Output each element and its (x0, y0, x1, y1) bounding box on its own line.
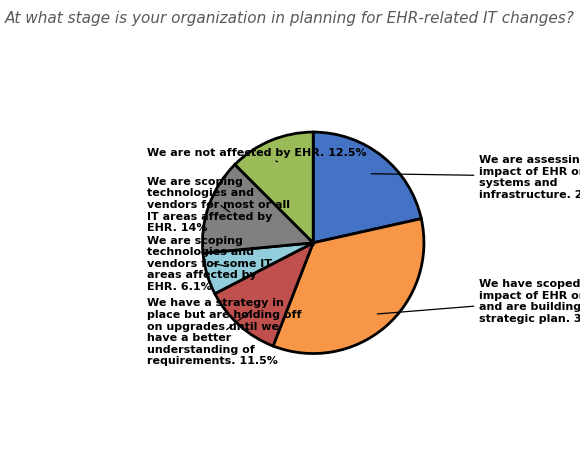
Text: We are scoping
technologies and
vendors for most or all
IT areas affected by
EHR: We are scoping technologies and vendors … (147, 176, 290, 233)
Wedge shape (273, 219, 424, 354)
Text: We are scoping
technologies and
vendors for some IT
areas affected by
EHR. 6.1%: We are scoping technologies and vendors … (147, 235, 272, 291)
Wedge shape (215, 243, 313, 346)
Wedge shape (203, 243, 313, 294)
Wedge shape (235, 133, 313, 243)
Text: We are not affected by EHR. 12.5%: We are not affected by EHR. 12.5% (147, 148, 367, 162)
Wedge shape (313, 133, 421, 243)
Wedge shape (202, 165, 313, 254)
Text: We have a strategy in
place but are holding off
on upgrades until we
have a bett: We have a strategy in place but are hold… (147, 298, 302, 365)
Text: We are assessing the
impact of EHR on IT
systems and
infrastructure. 21.5%: We are assessing the impact of EHR on IT… (371, 155, 580, 199)
Text: We have scoped the
impact of EHR on IT
and are building our
strategic plan. 34.4: We have scoped the impact of EHR on IT a… (378, 278, 580, 323)
Text: At what stage is your organization in planning for EHR-related IT changes?: At what stage is your organization in pl… (5, 11, 575, 27)
